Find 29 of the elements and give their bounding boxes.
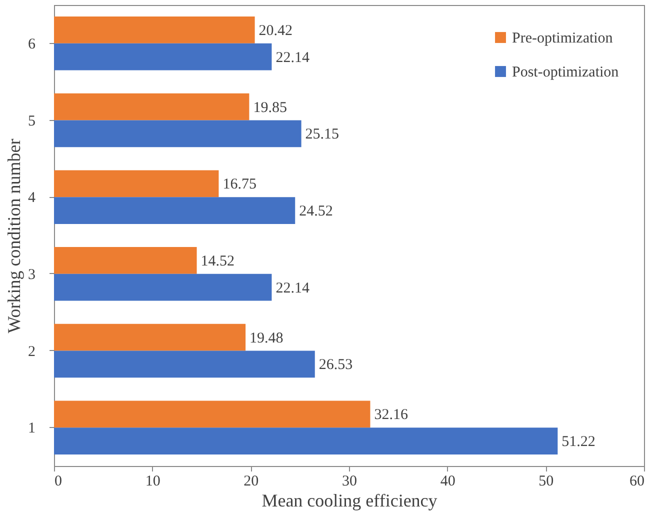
data-label: 16.75 (222, 176, 256, 193)
legend-label: Pre-optimization (512, 30, 614, 46)
data-label: 20.42 (258, 22, 293, 39)
y-tick-label: 1 (28, 420, 36, 437)
data-label: 19.48 (250, 330, 284, 346)
x-tick-label: 10 (145, 474, 160, 490)
y-tick-label: 6 (28, 36, 36, 52)
data-label: 26.53 (318, 357, 353, 374)
data-label: 25.15 (305, 126, 340, 143)
data-label: 22.14 (276, 280, 310, 296)
data-label: 32.16 (374, 407, 408, 424)
legend-label: Post-optimization (512, 64, 620, 80)
data-label: 22.14 (276, 50, 310, 66)
x-tick-label: 40 (440, 474, 456, 490)
y-tick-label: 5 (28, 113, 36, 130)
data-label: 24.52 (299, 204, 333, 220)
x-tick-label: 30 (342, 474, 357, 490)
data-label: 51.22 (562, 434, 596, 450)
y-tick-label: 4 (28, 190, 36, 206)
data-label: 19.85 (253, 100, 287, 116)
x-tick-label: 50 (538, 474, 554, 490)
y-tick-label: 2 (28, 344, 36, 360)
x-axis-title: Mean cooling efficiency (262, 490, 438, 510)
data-label: 14.52 (200, 253, 235, 270)
x-tick-label: 0 (54, 474, 62, 490)
x-tick-label: 60 (630, 474, 644, 490)
x-tick-label: 20 (244, 474, 259, 490)
y-tick-label: 3 (28, 266, 36, 283)
y-axis-title: Working condition number (4, 138, 24, 334)
